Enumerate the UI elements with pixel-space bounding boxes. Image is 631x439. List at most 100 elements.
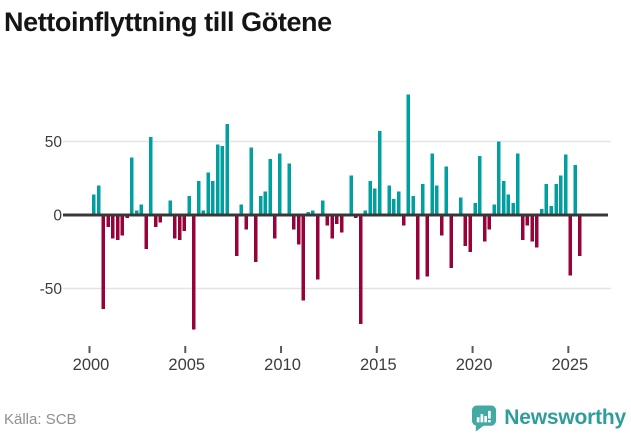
- bar-2016Q4: [411, 195, 415, 215]
- bar-2007Q1: [225, 123, 229, 215]
- bar-2017Q1: [416, 215, 420, 280]
- bar-2012Q1: [320, 200, 325, 215]
- bar-2014Q1: [358, 215, 363, 324]
- bar-2024Q3: [559, 175, 563, 215]
- bar-2023Q2: [535, 215, 539, 248]
- bar-2009Q1: [263, 191, 268, 215]
- bar-2018Q1: [435, 185, 439, 215]
- bar-2015Q3: [387, 185, 391, 215]
- bar-2020Q2: [478, 156, 482, 215]
- bar-2000Q2: [96, 185, 101, 215]
- y-axis-label-50: 50: [45, 134, 63, 151]
- bar-2015Q1: [377, 131, 382, 215]
- bar-2008Q3: [254, 215, 258, 263]
- x-axis-label-2005: 2005: [168, 356, 205, 374]
- bar-2008Q2: [249, 147, 253, 215]
- bar-2005Q2: [192, 215, 196, 330]
- bar-2010Q4: [296, 215, 301, 245]
- bar-2000Q4: [106, 215, 110, 227]
- bar-2013Q3: [349, 175, 353, 215]
- bar-2022Q4: [525, 215, 530, 226]
- bar-2016Q3: [406, 94, 411, 215]
- page-title: Nettoinflyttning till Götene: [4, 7, 332, 37]
- bar-2019Q3: [463, 215, 468, 246]
- bar-2002Q1: [130, 157, 134, 215]
- bar-2007Q3: [234, 215, 239, 257]
- bar-2025Q2: [573, 165, 577, 215]
- bar-2008Q4: [258, 195, 263, 215]
- newsworthy-brand-text: Newsworthy: [504, 406, 626, 429]
- bar-2020Q1: [473, 203, 477, 215]
- bar-2023Q3: [539, 209, 544, 215]
- bar-2002Q2: [134, 210, 139, 215]
- x-axis-label-2000: 2000: [73, 356, 110, 374]
- bar-2001Q3: [120, 215, 125, 236]
- x-axis-label-2015: 2015: [360, 356, 397, 374]
- bar-2007Q4: [239, 204, 244, 215]
- bar-2012Q2: [325, 215, 330, 226]
- bar-2005Q1: [187, 195, 191, 215]
- bar-2011Q1: [301, 215, 306, 301]
- bar-2009Q2: [268, 159, 272, 215]
- bar-2017Q4: [430, 153, 434, 215]
- bar-2013Q1: [339, 215, 344, 233]
- bar-2006Q2: [211, 181, 215, 215]
- bar-2004Q3: [177, 215, 182, 240]
- newsworthy-logo-icon: [471, 404, 497, 432]
- bar-2017Q3: [425, 215, 430, 277]
- bar-2018Q2: [439, 215, 444, 236]
- bar-2022Q2: [516, 153, 520, 215]
- bar-2004Q4: [182, 215, 187, 232]
- bar-2025Q3: [578, 215, 582, 257]
- bar-2008Q1: [244, 215, 248, 230]
- logo-mini-bars: [477, 410, 492, 423]
- bar-2001Q2: [115, 215, 120, 240]
- bar-2001Q1: [111, 215, 115, 239]
- bar-2003Q1: [149, 137, 153, 215]
- bar-2006Q1: [206, 172, 210, 215]
- bar-2024Q1: [549, 206, 554, 215]
- bar-2010Q2: [287, 163, 291, 215]
- bar-2025Q1: [568, 215, 573, 276]
- bar-2004Q2: [173, 215, 177, 239]
- x-axis-label-2020: 2020: [456, 356, 493, 374]
- y-axis-label-0: 0: [53, 208, 62, 225]
- bar-2018Q3: [444, 166, 449, 215]
- bar-2005Q3: [196, 181, 201, 215]
- x-axis-label-2025: 2025: [551, 356, 588, 374]
- bar-2009Q4: [277, 153, 282, 215]
- bar-2015Q4: [392, 198, 396, 215]
- x-axis-label-2010: 2010: [264, 356, 301, 374]
- bar-2012Q3: [330, 215, 334, 239]
- bar-2014Q2: [363, 210, 368, 215]
- logo-bubble-shape: [472, 405, 497, 432]
- bar-2006Q4: [220, 145, 225, 215]
- bar-2024Q2: [554, 184, 558, 215]
- bar-2019Q2: [458, 197, 463, 215]
- bar-2021Q4: [506, 194, 511, 215]
- bar-2011Q3: [311, 210, 315, 215]
- bar-2020Q3: [482, 215, 487, 242]
- bar-2006Q3: [215, 144, 220, 215]
- bar-2009Q3: [273, 215, 277, 239]
- bar-2021Q3: [501, 181, 506, 215]
- bar-2014Q3: [368, 181, 372, 215]
- bar-2016Q1: [397, 191, 401, 215]
- bar-2003Q3: [158, 215, 163, 223]
- bar-2021Q1: [492, 204, 496, 215]
- bar-2004Q1: [168, 200, 172, 215]
- bar-2018Q4: [449, 215, 453, 268]
- bar-2017Q2: [420, 184, 425, 215]
- bar-2023Q1: [530, 215, 534, 242]
- newsworthy-logo[interactable]: Newsworthy: [471, 404, 626, 432]
- bar-2019Q4: [468, 215, 472, 252]
- bar-2020Q4: [487, 215, 492, 230]
- bar-2000Q3: [101, 215, 106, 310]
- bar-2024Q4: [563, 154, 568, 215]
- y-axis-label--50: -50: [40, 281, 63, 298]
- bar-2023Q4: [544, 184, 549, 215]
- bar-2016Q2: [401, 215, 406, 226]
- bar-2002Q4: [144, 215, 148, 249]
- bar-2010Q3: [292, 215, 296, 230]
